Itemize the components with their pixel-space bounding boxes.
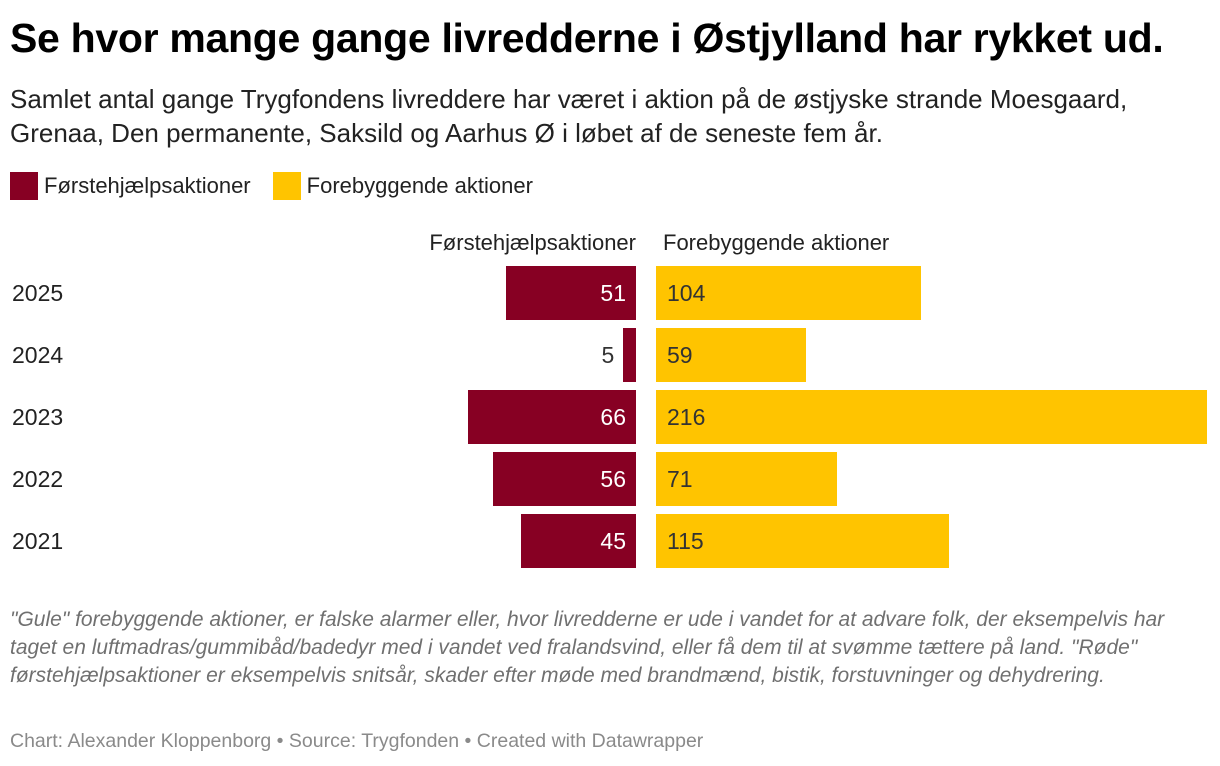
value-label-preventive: 115 — [667, 528, 704, 554]
bar-first-aid — [521, 514, 636, 568]
value-label-preventive: 216 — [667, 404, 706, 430]
year-label: 2023 — [12, 404, 64, 430]
chart-footer: Chart: Alexander Kloppenborg • Source: T… — [10, 730, 704, 752]
chart-row: 2025 51 104 — [0, 266, 1220, 320]
value-label-preventive: 104 — [667, 280, 706, 306]
bar-preventive — [656, 514, 950, 568]
year-label: 2025 — [12, 280, 64, 306]
legend-item-preventive: Forebyggende aktioner — [272, 172, 533, 200]
chart-notes: "Gule" forebyggende aktioner, er falske … — [10, 608, 1165, 687]
column-header-preventive: Forebyggende aktioner — [663, 230, 890, 255]
year-label: 2022 — [12, 466, 64, 492]
bar-preventive — [656, 266, 922, 320]
value-label-first-aid: 51 — [600, 280, 626, 306]
legend: Førstehjælpsaktioner Forebyggende aktion… — [10, 172, 555, 200]
legend-swatch-first-aid — [10, 172, 38, 200]
chart-subtitle: Samlet antal gange Trygfondens livredder… — [10, 84, 1128, 148]
year-label: 2024 — [12, 342, 64, 368]
value-label-preventive: 59 — [667, 342, 693, 368]
chart-row: 2024 5 59 — [0, 328, 1220, 382]
bar-first-aid — [493, 452, 636, 506]
chart-row: 2022 56 71 — [0, 452, 1220, 506]
value-label-first-aid: 45 — [600, 528, 626, 554]
bar-preventive — [656, 452, 838, 506]
legend-label-first-aid: Førstehjælpsaktioner — [44, 173, 251, 198]
value-label-first-aid: 66 — [600, 404, 626, 430]
legend-swatch-preventive — [272, 172, 301, 200]
bar-preventive — [656, 328, 807, 382]
bar-first-aid — [467, 390, 636, 444]
bar-first-aid — [505, 266, 636, 320]
column-header-first-aid: Førstehjælpsaktioner — [429, 230, 636, 255]
legend-label-preventive: Forebyggende aktioner — [306, 173, 533, 198]
value-label-first-aid: 56 — [600, 466, 626, 492]
split-bar-chart: Førstehjælpsaktioner Forebyggende aktion… — [0, 222, 1220, 582]
value-label-preventive: 71 — [667, 466, 693, 492]
value-label-first-aid: 5 — [601, 342, 615, 368]
legend-item-first-aid: Førstehjælpsaktioner — [10, 172, 251, 200]
chart-row: 2023 66 216 — [0, 390, 1220, 444]
bar-preventive — [656, 390, 1207, 444]
chart-row: 2021 45 115 — [0, 514, 1220, 568]
year-label: 2021 — [12, 528, 64, 554]
chart-title: Se hvor mange gange livredderne i Østjyl… — [10, 15, 1164, 61]
bar-first-aid — [623, 328, 636, 382]
